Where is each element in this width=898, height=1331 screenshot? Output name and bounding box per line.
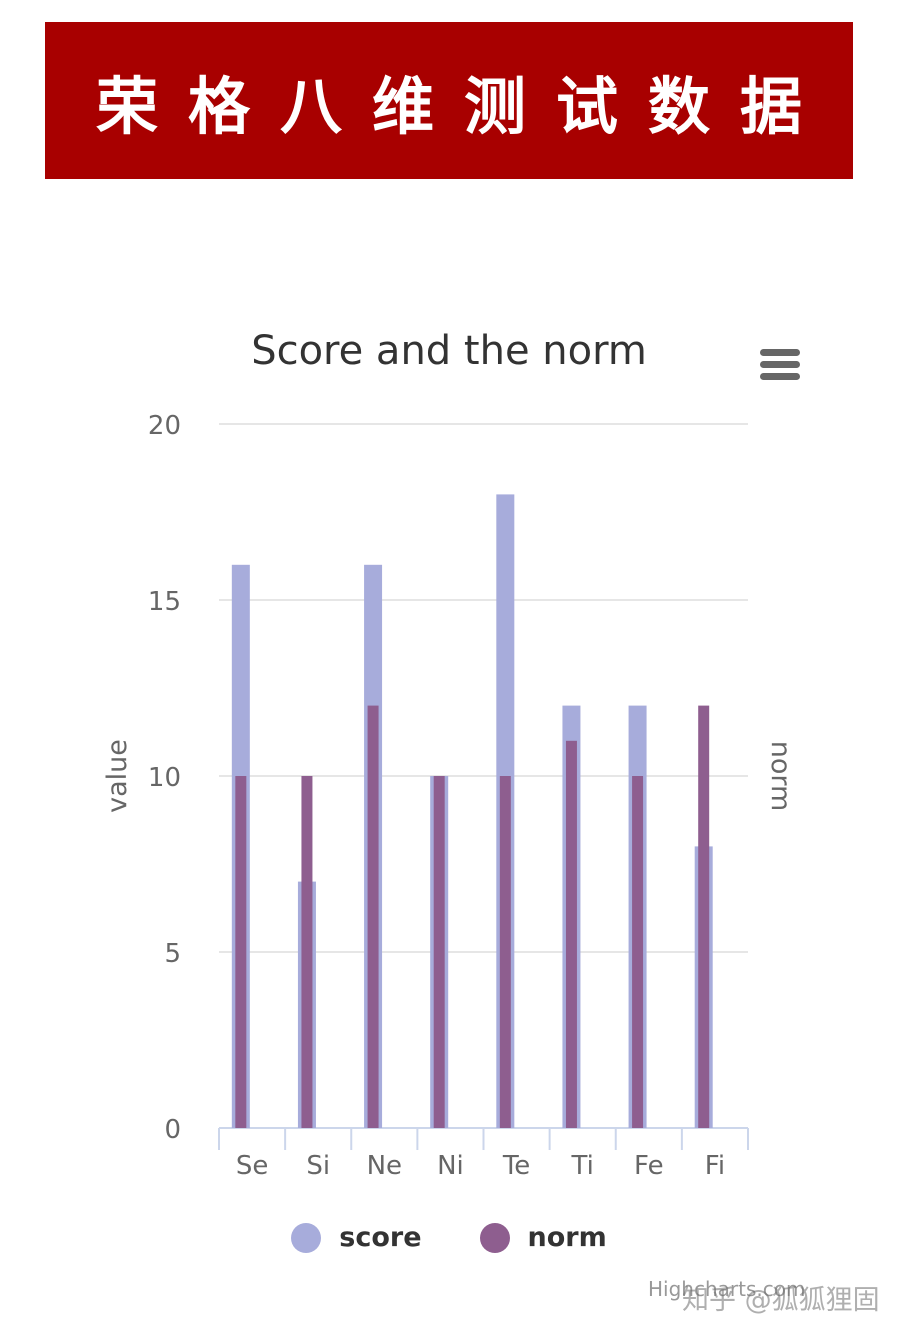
bar-norm-Fe <box>632 776 644 1128</box>
watermark-text: 知乎 @狐狐狸固 <box>682 1285 880 1316</box>
x-tick-label-Te: Te <box>502 1151 530 1181</box>
x-tick-label-Ne: Ne <box>367 1151 402 1181</box>
banner-title: 荣格八维测试数据 <box>95 69 832 143</box>
legend-item-score[interactable]: score <box>291 1222 422 1253</box>
bar-norm-Se <box>235 776 247 1128</box>
x-tick-label-Si: Si <box>306 1151 330 1181</box>
bar-norm-Ti <box>565 740 577 1128</box>
y-axis-title-right: norm <box>765 741 796 812</box>
hamburger-menu-icon[interactable] <box>756 345 804 385</box>
legend-marker-norm <box>479 1222 510 1253</box>
bar-norm-Ne <box>367 705 379 1128</box>
title-banner: 荣格八维测试数据 <box>45 22 853 179</box>
y-tick-label-20: 20 <box>148 411 181 441</box>
x-tick-label-Ti: Ti <box>571 1151 594 1181</box>
chart-title: Score and the norm <box>251 328 647 374</box>
x-tick-label-Se: Se <box>236 1151 269 1181</box>
legend-label-score: score <box>339 1222 422 1253</box>
y-tick-label-10: 10 <box>148 763 181 793</box>
chart-legend: score norm <box>0 1222 898 1253</box>
x-tick-label-Fi: Fi <box>705 1151 725 1181</box>
bar-norm-Si <box>301 776 313 1128</box>
y-tick-label-5: 5 <box>164 939 181 969</box>
bar-norm-Fi <box>698 705 710 1128</box>
menu-bar-top <box>760 349 800 356</box>
menu-bar-bottom <box>760 373 800 380</box>
y-tick-label-15: 15 <box>148 587 181 617</box>
bar-norm-Te <box>499 776 511 1128</box>
y-axis-title: value <box>102 739 133 813</box>
x-tick-label-Ni: Ni <box>437 1151 464 1181</box>
bar-norm-Ni <box>433 776 445 1128</box>
legend-label-norm: norm <box>527 1222 607 1253</box>
legend-item-norm[interactable]: norm <box>479 1222 607 1253</box>
x-tick-label-Fe: Fe <box>634 1151 664 1181</box>
legend-marker-score <box>291 1222 322 1253</box>
y-tick-label-0: 0 <box>164 1115 181 1145</box>
menu-bar-middle <box>760 361 800 368</box>
credits-link[interactable]: Highcharts.com <box>648 1277 806 1301</box>
